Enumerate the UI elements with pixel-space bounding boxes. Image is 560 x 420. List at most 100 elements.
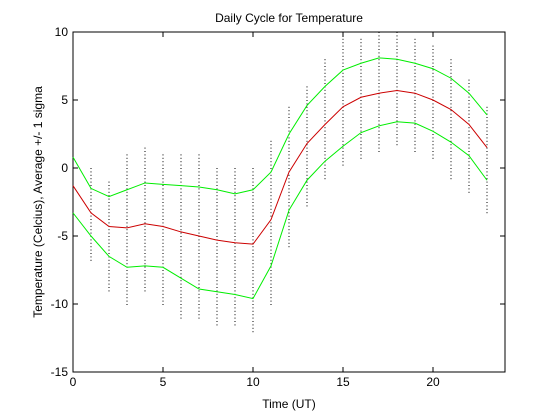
observation-dot [396,130,398,132]
observation-dot [198,310,200,312]
observation-dot [306,188,308,190]
observation-dot [108,246,110,248]
observation-dot [252,219,254,220]
observation-dot [216,256,218,258]
axis-ticks: 0 5 10 15 20 -15 -10 -5 0 5 10 [51,25,505,389]
observation-dot [378,123,380,125]
observation-dot [198,263,200,265]
observation-dot [72,178,74,180]
observation-dot [216,188,218,190]
observation-dot [450,103,452,105]
observation-dot [378,147,380,149]
observation-dot [126,253,128,254]
observation-dot [198,304,200,305]
observation-dot [162,181,164,183]
observation-dot [144,253,146,254]
observation-dot [288,222,290,224]
observation-dot [396,123,398,125]
observation-dot [270,202,272,203]
observation-dot [450,154,452,156]
observation-dot [198,215,200,217]
observation-dot [288,202,290,203]
observation-dot [306,198,308,200]
observation-dot [288,225,290,227]
observation-dot [252,225,254,227]
observation-dot [486,117,488,118]
observation-dot [360,42,362,44]
observation-dot [306,110,308,112]
observation-dot [90,225,92,227]
observation-dot [252,174,254,176]
observation-dot [234,307,236,309]
observation-dot [432,59,434,61]
observation-dot [324,137,326,139]
x-axis-label: Time (UT) [262,397,316,411]
observation-dot [360,55,362,57]
observation-dot [306,113,308,115]
observation-dot [126,205,128,207]
observation-dot [378,55,380,57]
observation-dot [198,253,200,254]
observation-dot [126,273,128,275]
observation-dot [234,168,236,169]
observation-dot [180,314,182,316]
observation-dot [486,151,488,152]
observation-dot [108,266,110,268]
observation-dot [342,161,344,163]
observation-dot [180,273,182,275]
observation-dot [180,242,182,244]
observation-dot [450,110,452,112]
observation-dot [180,287,182,288]
observation-dot [414,123,416,125]
observation-dot [468,100,470,101]
observation-dot [360,127,362,129]
observation-dot [216,191,218,193]
observation-dot [486,154,488,156]
observation-dot [180,191,182,193]
observation-dot [252,242,254,244]
observation-dot [252,324,254,326]
observation-dot [396,103,398,105]
observation-dot [144,273,146,275]
observation-dot [126,188,128,190]
observation-dot [450,69,452,71]
observation-dot [234,273,236,275]
observation-dot [432,144,434,146]
observation-dot [72,185,74,186]
x-tick-label: 15 [336,375,350,389]
observation-dot [198,239,200,241]
observation-dot [144,229,146,231]
observation-dot [306,120,308,122]
observation-dot [360,59,362,61]
observation-dot [180,171,182,173]
observation-dot [288,232,290,234]
observation-dot [414,103,416,105]
observation-dot [198,317,200,319]
observation-dot [126,198,128,200]
observation-dot [144,164,146,166]
observation-dot [306,96,308,98]
observation-dot [360,66,362,67]
observation-dot [378,86,380,88]
observation-dot [72,171,74,173]
observation-dot [198,202,200,203]
observation-dot [270,222,272,224]
observation-dot [162,236,164,237]
observation-dot [270,287,272,288]
observation-dot [198,273,200,275]
observation-dot [306,130,308,132]
observation-dot [234,310,236,312]
observation-dot [198,307,200,309]
observation-dot [234,208,236,210]
observation-dot [72,188,74,190]
observation-dot [144,157,146,159]
observation-dot [270,164,272,166]
observation-dot [162,198,164,200]
observation-dot [396,66,398,67]
observation-dot [342,66,344,67]
observation-dot [198,174,200,176]
observation-dot [288,178,290,180]
observation-dot [144,198,146,200]
observation-dot [198,178,200,180]
observation-dot [234,239,236,241]
